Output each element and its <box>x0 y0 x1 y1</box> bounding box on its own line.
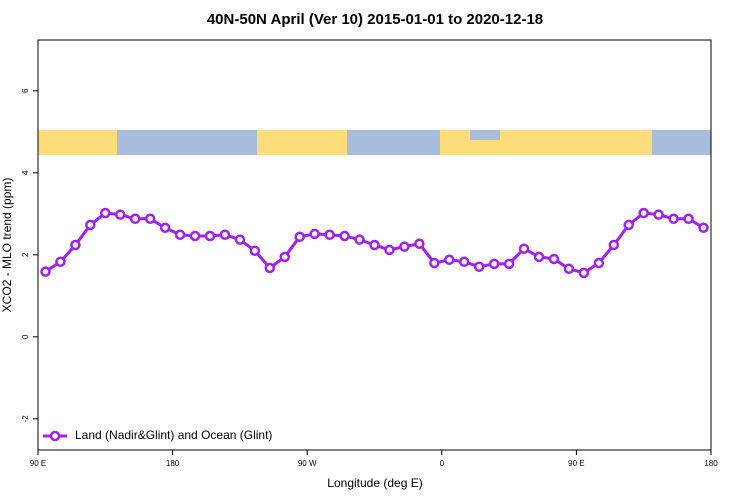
data-point <box>668 213 679 225</box>
data-point <box>144 213 156 225</box>
data-point <box>129 213 141 225</box>
data-point <box>429 257 440 269</box>
data-point <box>683 213 694 225</box>
x-tick-label: 180 <box>166 459 180 468</box>
x-tick-label: 180 <box>704 459 718 468</box>
data-point <box>309 228 320 240</box>
data-point <box>100 207 111 219</box>
land <box>257 130 347 155</box>
data-point <box>563 263 575 275</box>
data-point <box>593 257 605 269</box>
data-point <box>473 261 485 272</box>
x-tick-label: 0 <box>440 459 445 468</box>
data-point <box>638 207 649 219</box>
y-tick-label: -2 <box>21 415 30 423</box>
y-tick-label: 6 <box>21 88 30 93</box>
data-point <box>548 253 560 265</box>
data-point <box>234 234 246 245</box>
data-point <box>85 219 96 231</box>
data-point <box>219 229 231 240</box>
data-point <box>369 239 380 251</box>
data-point <box>653 209 664 220</box>
x-tick-label: 90 E <box>30 459 46 468</box>
plot-frame <box>37 39 712 451</box>
x-tick-label: 90 E <box>568 459 584 468</box>
data-point <box>204 230 216 242</box>
data-point <box>115 209 126 220</box>
data-point <box>608 239 620 251</box>
chart-title: 40N-50N April (Ver 10) 2015-01-01 to 202… <box>207 11 543 28</box>
x-axis-label: Longitude (deg E) <box>327 476 422 490</box>
data-point <box>384 244 395 256</box>
data-point <box>55 256 66 268</box>
sea <box>470 130 500 140</box>
data-point <box>174 229 186 240</box>
data-point <box>399 241 410 252</box>
data-point <box>414 238 425 250</box>
data-point <box>518 243 530 254</box>
data-point <box>623 219 634 231</box>
data-point <box>698 222 709 234</box>
data-point <box>533 251 545 263</box>
data-point <box>294 231 305 243</box>
data-point <box>264 262 276 274</box>
data-point <box>279 251 291 263</box>
y-tick-label: 0 <box>21 334 30 339</box>
y-axis-label: XCO2 - MLO trend (ppm) <box>0 178 14 313</box>
legend-marker <box>49 430 61 442</box>
data-point <box>159 222 171 234</box>
data-point <box>354 234 365 245</box>
data-point <box>324 229 335 240</box>
data-point <box>503 258 515 270</box>
data-point <box>40 266 51 277</box>
map-strip <box>38 130 711 155</box>
data-point <box>339 230 350 242</box>
y-tick-label: 2 <box>21 252 30 257</box>
data-point <box>458 256 470 268</box>
data-point <box>249 245 261 256</box>
y-tick-label: 4 <box>21 170 30 175</box>
data-point <box>444 254 455 266</box>
data-point <box>578 267 590 279</box>
land <box>38 130 117 155</box>
legend-label: Land (Nadir&Glint) and Ocean (Glint) <box>75 428 272 442</box>
x-tick-label: 90 W <box>298 459 317 468</box>
data-point <box>488 258 500 270</box>
data-point <box>70 239 81 251</box>
data-point <box>189 230 201 242</box>
